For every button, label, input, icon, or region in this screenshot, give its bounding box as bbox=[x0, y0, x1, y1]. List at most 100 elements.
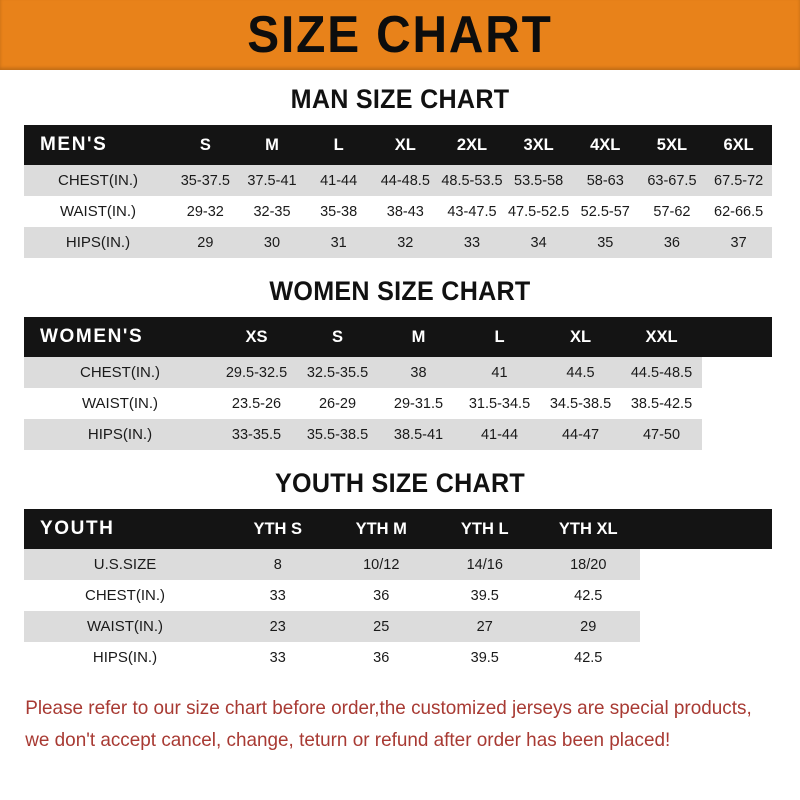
table-cell: 37 bbox=[705, 227, 772, 258]
table-cell: 38.5-41 bbox=[378, 419, 459, 450]
youth-row-label-ussize: U.S.SIZE bbox=[24, 549, 226, 580]
youth-col-m: YTH M bbox=[355, 519, 407, 538]
women-table-header: WOMEN'S XS S M L XL XXL bbox=[24, 317, 772, 357]
table-cell: 34.5-38.5 bbox=[540, 388, 621, 419]
youth-row-label-chest: CHEST(IN.) bbox=[24, 580, 226, 611]
man-header-label: MEN'S bbox=[40, 134, 108, 155]
table-cell: 31.5-34.5 bbox=[459, 388, 540, 419]
table-header-row: YOUTH YTH S YTH M YTH L YTH XL bbox=[24, 509, 772, 549]
table-cell-filler bbox=[702, 357, 772, 388]
table-cell: 32 bbox=[371, 227, 439, 258]
table-cell-filler bbox=[640, 580, 772, 611]
table-row: WAIST(IN.) 23 25 27 29 bbox=[24, 611, 772, 642]
table-cell: 33-35.5 bbox=[216, 419, 297, 450]
table-cell: 35 bbox=[571, 227, 639, 258]
women-col-xxl: XXL bbox=[645, 327, 678, 346]
women-row-label-waist: WAIST(IN.) bbox=[24, 388, 216, 419]
table-row: U.S.SIZE 8 10/12 14/16 18/20 bbox=[24, 549, 772, 580]
table-cell: 36 bbox=[638, 227, 706, 258]
man-row-label-waist: WAIST(IN.) bbox=[24, 196, 172, 227]
man-col-s: S bbox=[199, 135, 211, 154]
table-cell: 36 bbox=[329, 642, 433, 673]
table-cell: 47.5-52.5 bbox=[505, 196, 572, 227]
table-cell: 33 bbox=[226, 642, 330, 673]
table-header-row: MEN'S S M L XL 2XL 3XL 4XL 5XL 6XL bbox=[24, 125, 772, 165]
table-cell: 31 bbox=[305, 227, 372, 258]
table-cell: 44-47 bbox=[540, 419, 621, 450]
size-chart-banner: SIZE CHART bbox=[0, 0, 800, 70]
women-size-table: WOMEN'S XS S M L XL XXL CHEST(IN.) 29.5-… bbox=[24, 317, 772, 450]
disclaimer-line-1: Please refer to our size chart before or… bbox=[25, 697, 752, 719]
table-row: CHEST(IN.) 33 36 39.5 42.5 bbox=[24, 580, 772, 611]
table-cell: 35-37.5 bbox=[172, 165, 239, 196]
women-col-filler bbox=[702, 317, 772, 357]
women-size-section: WOMEN SIZE CHART WOMEN'S XS S M L XL XXL… bbox=[0, 276, 800, 450]
man-col-l: L bbox=[333, 135, 344, 154]
table-cell: 8 bbox=[226, 549, 330, 580]
table-cell: 57-62 bbox=[638, 196, 706, 227]
youth-col-xl: YTH XL bbox=[558, 519, 618, 538]
table-cell: 58-63 bbox=[571, 165, 639, 196]
table-row: CHEST(IN.) 29.5-32.5 32.5-35.5 38 41 44.… bbox=[24, 357, 772, 388]
women-col-xs: XS bbox=[245, 327, 268, 346]
table-cell: 14/16 bbox=[433, 549, 537, 580]
table-cell: 29 bbox=[172, 227, 239, 258]
table-cell-filler bbox=[702, 388, 772, 419]
table-cell: 30 bbox=[238, 227, 306, 258]
table-cell: 41-44 bbox=[305, 165, 372, 196]
man-section-title: MAN SIZE CHART bbox=[290, 84, 510, 114]
table-cell: 38-43 bbox=[371, 196, 439, 227]
women-section-title: WOMEN SIZE CHART bbox=[269, 276, 531, 306]
table-cell: 38 bbox=[378, 357, 459, 388]
disclaimer-line-2: we don't accept cancel, change, teturn o… bbox=[25, 728, 671, 751]
table-cell: 52.5-57 bbox=[571, 196, 639, 227]
man-col-m: M bbox=[265, 135, 279, 154]
order-disclaimer: Please refer to our size chart before or… bbox=[0, 693, 776, 756]
youth-size-section: YOUTH SIZE CHART YOUTH YTH S YTH M YTH L… bbox=[0, 468, 800, 673]
man-col-3xl: 3XL bbox=[523, 135, 554, 154]
table-cell: 35-38 bbox=[305, 196, 372, 227]
man-row-label-hips: HIPS(IN.) bbox=[24, 227, 172, 258]
table-cell: 43-47.5 bbox=[438, 196, 506, 227]
table-cell-filler bbox=[640, 642, 772, 673]
table-row: WAIST(IN.) 29-32 32-35 35-38 38-43 43-47… bbox=[24, 196, 772, 227]
table-row: WAIST(IN.) 23.5-26 26-29 29-31.5 31.5-34… bbox=[24, 388, 772, 419]
table-cell: 63-67.5 bbox=[638, 165, 706, 196]
table-cell: 42.5 bbox=[536, 580, 640, 611]
table-cell-filler bbox=[640, 549, 772, 580]
table-cell: 18/20 bbox=[536, 549, 640, 580]
youth-col-l: YTH L bbox=[460, 519, 509, 538]
table-header-row: WOMEN'S XS S M L XL XXL bbox=[24, 317, 772, 357]
table-cell: 39.5 bbox=[433, 580, 537, 611]
man-size-table: MEN'S S M L XL 2XL 3XL 4XL 5XL 6XL CHEST… bbox=[24, 125, 772, 258]
table-row: HIPS(IN.) 33-35.5 35.5-38.5 38.5-41 41-4… bbox=[24, 419, 772, 450]
table-cell: 44-48.5 bbox=[371, 165, 439, 196]
table-cell: 48.5-53.5 bbox=[438, 165, 506, 196]
women-row-label-chest: CHEST(IN.) bbox=[24, 357, 216, 388]
table-cell: 29-32 bbox=[172, 196, 239, 227]
table-row: HIPS(IN.) 33 36 39.5 42.5 bbox=[24, 642, 772, 673]
youth-row-label-waist: WAIST(IN.) bbox=[24, 611, 226, 642]
table-cell: 33 bbox=[226, 580, 330, 611]
women-col-s: S bbox=[331, 327, 343, 346]
table-row: CHEST(IN.) 35-37.5 37.5-41 41-44 44-48.5… bbox=[24, 165, 772, 196]
table-cell: 33 bbox=[438, 227, 506, 258]
women-table-body: CHEST(IN.) 29.5-32.5 32.5-35.5 38 41 44.… bbox=[24, 357, 772, 450]
table-cell: 29.5-32.5 bbox=[216, 357, 297, 388]
man-col-5xl: 5XL bbox=[656, 135, 688, 154]
table-cell: 29 bbox=[536, 611, 640, 642]
table-cell: 62-66.5 bbox=[705, 196, 772, 227]
women-row-label-hips: HIPS(IN.) bbox=[24, 419, 216, 450]
man-row-label-chest: CHEST(IN.) bbox=[24, 165, 172, 196]
table-cell: 32-35 bbox=[238, 196, 306, 227]
table-cell: 23 bbox=[226, 611, 330, 642]
table-cell: 37.5-41 bbox=[238, 165, 306, 196]
table-cell: 29-31.5 bbox=[378, 388, 459, 419]
table-cell: 39.5 bbox=[433, 642, 537, 673]
women-col-l: L bbox=[494, 327, 505, 346]
table-cell: 25 bbox=[329, 611, 433, 642]
table-cell: 10/12 bbox=[329, 549, 433, 580]
women-header-label: WOMEN'S bbox=[40, 326, 144, 347]
women-col-xl: XL bbox=[569, 327, 592, 346]
man-col-2xl: 2XL bbox=[456, 135, 488, 154]
